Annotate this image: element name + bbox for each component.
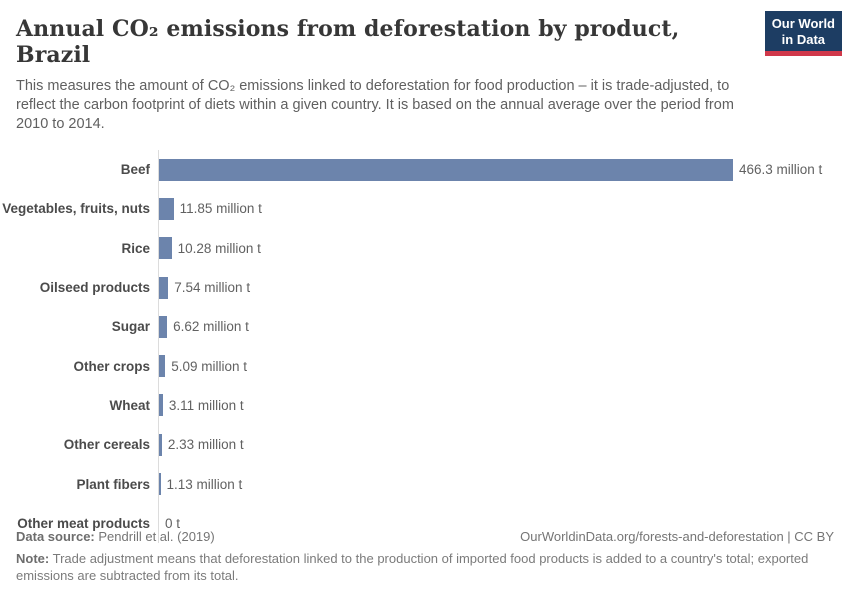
bar-area: 466.3 million t — [158, 150, 850, 190]
bar[interactable] — [159, 237, 172, 260]
category-label: Other meat products — [17, 515, 150, 531]
bar-area: 7.54 million t — [158, 267, 850, 308]
bar-area: 3.11 million t — [158, 385, 850, 426]
value-label: 6.62 million t — [173, 319, 249, 335]
chart-subtitle: This measures the amount of CO₂ emission… — [16, 78, 734, 132]
value-label: 0 t — [165, 515, 181, 531]
category-label: Sugar — [111, 319, 150, 335]
footnote-text: Trade adjustment means that deforestatio… — [16, 551, 809, 583]
value-label: 2.33 million t — [167, 437, 244, 453]
category-label: Oilseed products — [39, 280, 150, 296]
value-label: 10.28 million t — [177, 240, 261, 256]
horizontal-bar-chart: Beef 466.3 million t Vegetables, fruits, n… — [0, 150, 850, 543]
category-label: Plant fibers — [76, 476, 150, 492]
bar[interactable] — [159, 355, 166, 378]
bar-row: Other crops 5.09 million t — [0, 346, 850, 386]
category-label: Vegetables, fruits, nuts — [2, 201, 150, 217]
chart-header: Annual CO₂ emissions from deforestation … — [0, 0, 850, 134]
owid-logo-line1: Our World — [771, 16, 835, 31]
bar[interactable] — [159, 158, 733, 181]
category-label: Wheat — [109, 397, 151, 413]
bar-area: 6.62 million t — [158, 307, 850, 347]
bar[interactable] — [159, 315, 168, 338]
bar[interactable] — [159, 197, 174, 220]
footnote: Note: Trade adjustment means that defore… — [16, 551, 828, 584]
bar[interactable] — [159, 433, 162, 456]
owid-logo[interactable]: Our World in Data — [764, 11, 842, 56]
value-label: 5.09 million t — [171, 358, 248, 374]
chart-footer: Data source: Pendrill et al. (2019) OurW… — [16, 529, 834, 584]
chart-title: Annual CO₂ emissions from deforestation … — [16, 16, 680, 68]
bar-area: 2.33 million t — [158, 425, 850, 465]
bar-row: Plant fibers 1.13 million t — [0, 464, 850, 504]
bar-row: Beef 466.3 million t — [0, 150, 850, 190]
bar[interactable] — [159, 276, 169, 299]
value-label: 7.54 million t — [174, 280, 251, 296]
bar-row: Other cereals 2.33 million t — [0, 425, 850, 465]
bar[interactable] — [159, 473, 161, 496]
footnote-label: Note: — [16, 551, 50, 566]
bar-row: Vegetables, fruits, nuts 11.85 million t — [0, 189, 850, 229]
bar-area: 0 t — [158, 503, 850, 543]
value-label: 466.3 million t — [739, 162, 823, 178]
data-source-value: Pendrill et al. (2019) — [98, 529, 215, 544]
bar-row: Oilseed products 7.54 million t — [0, 267, 850, 308]
data-source-label: Data source: — [16, 529, 95, 544]
value-label: 3.11 million t — [168, 397, 244, 413]
bar[interactable] — [159, 394, 163, 417]
bar-row: Sugar 6.62 million t — [0, 307, 850, 347]
data-source: Data source: Pendrill et al. (2019) — [16, 529, 215, 544]
bar-area: 10.28 million t — [158, 228, 850, 268]
bar-row: Rice 10.28 million t — [0, 228, 850, 268]
value-label: 11.85 million t — [179, 201, 262, 217]
bar-row: Other meat products 0 t — [0, 503, 850, 543]
bar-area: 11.85 million t — [158, 189, 850, 229]
category-label: Other cereals — [63, 437, 150, 453]
bar-row: Wheat 3.11 million t — [0, 385, 850, 426]
owid-logo-line2: in Data — [781, 32, 826, 47]
source-row: Data source: Pendrill et al. (2019) OurW… — [16, 529, 834, 544]
category-label: Other crops — [73, 358, 150, 374]
category-label: Beef — [120, 162, 150, 178]
citation-link[interactable]: OurWorldinData.org/forests-and-deforesta… — [520, 529, 834, 544]
value-label: 1.13 million t — [166, 476, 243, 492]
category-label: Rice — [121, 240, 150, 256]
bar-area: 1.13 million t — [158, 464, 850, 504]
bar-area: 5.09 million t — [158, 346, 850, 386]
